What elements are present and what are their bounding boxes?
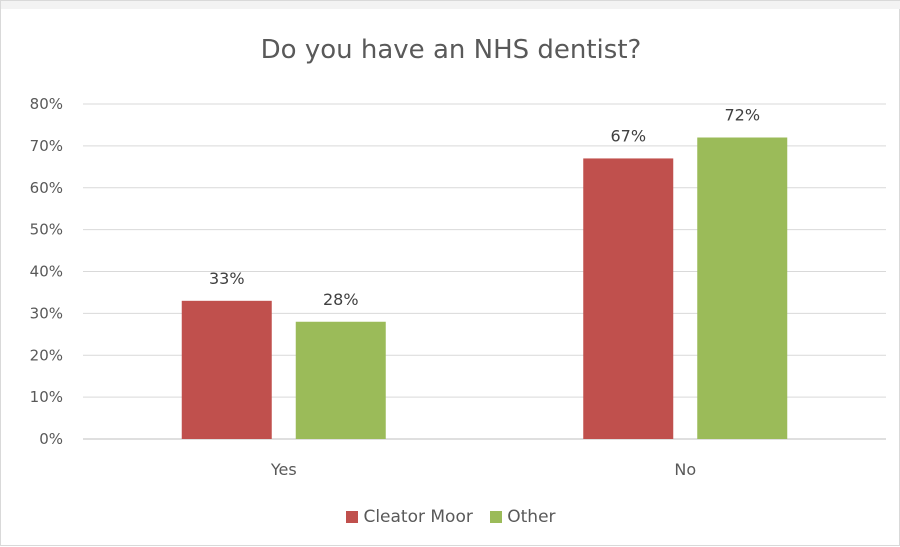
data-label-other-no: 72% <box>724 106 760 125</box>
legend-swatch-other <box>490 511 503 523</box>
y-tick-0pct: 0% <box>39 430 63 448</box>
data-label-cleator-moor-no: 67% <box>610 126 646 145</box>
x-axis-categories: Yes No <box>270 460 696 479</box>
legend-swatch-cleator-moor <box>346 511 359 523</box>
data-labels: 33% 28% 67% 72% <box>209 106 760 309</box>
bar-other-no <box>697 137 788 439</box>
y-tick-50pct: 50% <box>30 221 63 239</box>
data-label-cleator-moor-yes: 33% <box>209 269 245 288</box>
bar-other-yes <box>295 321 386 439</box>
y-tick-60pct: 60% <box>30 179 63 197</box>
legend: Cleator Moor Other <box>1 507 900 528</box>
y-tick-10pct: 10% <box>30 388 63 406</box>
y-tick-80pct: 80% <box>30 95 63 113</box>
y-tick-30pct: 30% <box>30 304 63 322</box>
legend-label-cleator-moor: Cleator Moor <box>363 507 473 527</box>
bar-cleator-moor-yes <box>181 300 272 439</box>
y-tick-70pct: 70% <box>30 137 63 155</box>
bars <box>181 137 788 439</box>
legend-item-other: Other <box>490 507 556 527</box>
y-axis-ticks: 0% 10% 20% 30% 40% 50% 60% 70% 80% <box>30 95 63 448</box>
x-category-yes: Yes <box>270 460 297 479</box>
x-category-no: No <box>674 460 696 479</box>
y-tick-40pct: 40% <box>30 263 63 281</box>
y-tick-20pct: 20% <box>30 346 63 364</box>
bar-cleator-moor-no <box>583 158 674 439</box>
legend-label-other: Other <box>507 507 556 527</box>
data-label-other-yes: 28% <box>323 290 359 309</box>
legend-item-cleator-moor: Cleator Moor <box>346 507 473 527</box>
top-strip <box>1 1 900 9</box>
chart-title: Do you have an NHS dentist? <box>260 35 642 65</box>
